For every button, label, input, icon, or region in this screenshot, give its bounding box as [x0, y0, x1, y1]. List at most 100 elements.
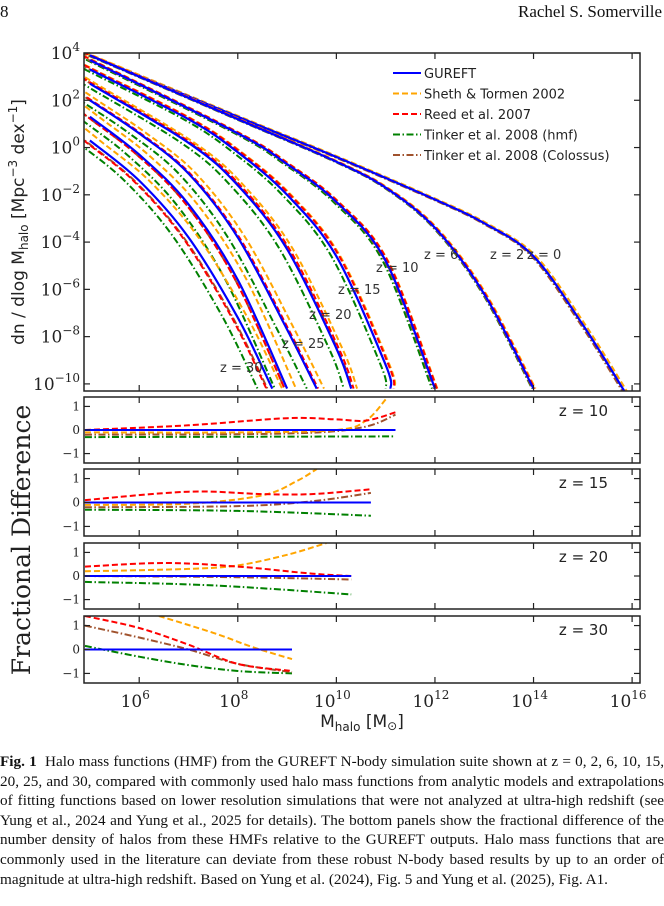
y-tick-label: −1 [62, 593, 80, 607]
legend-entry: Tinker et al. 2008 (hmf) [423, 129, 578, 144]
y-tick-label: 104 [51, 40, 81, 64]
panel-redshift-label: z = 20 [559, 548, 608, 566]
redshift-label: z = 2 [490, 248, 524, 263]
x-tick-label: 1012 [412, 688, 449, 712]
main-y-axis-label: dn / dlog Mhalo [Mpc−3 dex−1] [6, 99, 31, 345]
frac-curve-tinker-et-al-2008-hmf- [84, 580, 352, 596]
x-tick-label: 108 [219, 688, 248, 712]
hmf-curve-sheth-tormen-2002-z30 [84, 126, 284, 390]
fractional-curves [84, 398, 396, 439]
page-number: 8 [0, 2, 9, 21]
x-tick-label: 1016 [610, 688, 647, 712]
frac-curve-tinker-et-al-2008-colossus- [84, 491, 372, 509]
frac-curve-sheth-tormen-2002 [158, 616, 293, 661]
y-tick-label: −1 [62, 666, 80, 680]
hmf-curve-gureft-z6 [89, 59, 437, 390]
fractional-curves [84, 616, 293, 675]
hmf-curve-tinker-et-al-2008-hmf--z30 [84, 146, 259, 390]
fractional-panel-15: 1 0 −1 z = 15 [62, 468, 641, 537]
x-tick-label: 1010 [314, 688, 351, 712]
frac-curve-tinker-et-al-2008-hmf- [84, 435, 396, 439]
x-tick-label: 106 [121, 688, 150, 712]
hmf-curve-sheth-tormen-2002-z15 [84, 75, 359, 389]
hmf-curve-tinker-et-al-2008-colossus--z10 [84, 65, 393, 389]
hmf-curve-gureft-z25 [89, 115, 289, 390]
frac-curve-tinker-et-al-2008-colossus- [84, 624, 293, 674]
hmf-curve-tinker-et-al-2008-hmf--z10 [84, 67, 388, 389]
y-tick-label: 1 [72, 472, 80, 486]
hmf-curve-gureft-z2 [89, 54, 535, 390]
redshift-label: z = 10 [376, 261, 419, 276]
redshift-label: z = 0 [527, 248, 561, 263]
y-tick-label: 0 [72, 496, 80, 510]
y-tick-label: 10−8 [41, 324, 80, 348]
y-tick-label: 0 [72, 423, 80, 437]
frac-curve-sheth-tormen-2002 [84, 543, 327, 573]
hmf-curve-sheth-tormen-2002-z10 [84, 63, 397, 389]
fractional-curves [84, 469, 372, 517]
figure-caption: Fig. 1 Halo mass functions (HMF) from th… [0, 752, 664, 889]
legend-entry: Sheth & Tormen 2002 [424, 88, 565, 103]
hmf-curve-tinker-et-al-2008-hmf--z20 [84, 101, 308, 390]
y-tick-label: −1 [62, 447, 80, 461]
hmf-curve-reed-et-al-2007-z15 [84, 77, 355, 389]
sub-panels: 1 0 −1 z = 10 1 0 −1 z = 15 1 0 −1 z = 20 1 0 −1 z = 30… [62, 396, 647, 712]
hmf-curve-tinker-et-al-2008-hmf--z25 [84, 120, 276, 390]
frac-curve-reed-et-al-2007 [84, 411, 396, 431]
legend-entry: Tinker et al. 2008 (Colossus) [423, 149, 610, 164]
hmf-curve-sheth-tormen-2002-z20 [84, 90, 325, 390]
panel-redshift-label: z = 10 [559, 402, 608, 420]
fractional-panel-30: 1 0 −1 z = 30 [62, 615, 641, 684]
y-tick-label: 10−2 [41, 182, 80, 206]
caption-text: Halo mass functions (HMF) from the GUREF… [0, 753, 664, 888]
frac-curve-reed-et-al-2007 [84, 488, 371, 502]
hmf-curve-tinker-et-al-2008-colossus--z25 [84, 112, 286, 390]
x-axis-label: Mhalo [M⊙] [320, 712, 404, 734]
legend-entry: Reed et al. 2007 [424, 108, 531, 123]
frac-curve-tinker-et-al-2008-hmf- [84, 644, 293, 675]
hmf-curve-reed-et-al-2007-z10 [84, 63, 396, 389]
hmf-curve-gureft-z10 [89, 68, 393, 389]
hmf-curve-gureft-z30 [89, 139, 274, 390]
redshift-label: z = 20 [309, 308, 352, 323]
y-tick-label: 10−4 [41, 229, 81, 253]
x-tick-labels: 106 108 1010 1012 1014 1016 [121, 688, 647, 712]
frac-curve-tinker-et-al-2008-colossus- [84, 413, 396, 436]
frac-curve-tinker-et-al-2008-hmf- [84, 508, 371, 517]
hmf-curve-gureft-z0 [89, 54, 626, 391]
y-tick-label: 1 [72, 619, 80, 633]
hmf-curve-gureft-z20 [89, 99, 318, 390]
y-tick-label: −1 [62, 519, 80, 533]
main-panel-frame [83, 52, 641, 392]
fractional-panel-10: 1 0 −1 z = 10 [62, 396, 641, 464]
redshift-label: z = 25 [282, 337, 325, 352]
frac-curve-reed-et-al-2007 [84, 561, 352, 577]
running-head-author: Rachel S. Somerville [517, 2, 662, 21]
y-tick-label: 1 [72, 545, 80, 559]
y-tick-label: 102 [51, 87, 80, 111]
panel-redshift-label: z = 30 [559, 621, 608, 639]
redshift-label: z = 30 [220, 361, 263, 376]
y-tick-label: 10−6 [41, 276, 80, 300]
hmf-curve-tinker-et-al-2008-hmf--z15 [84, 83, 345, 389]
y-tick-label: 0 [72, 569, 80, 583]
redshift-label: z = 6 [424, 248, 458, 263]
x-tick-label: 1014 [511, 688, 548, 712]
frac-curve-reed-et-al-2007 [84, 616, 293, 672]
redshift-label: z = 15 [338, 283, 381, 298]
hmf-curves [84, 53, 628, 391]
fractional-curves [84, 543, 352, 596]
legend-entry: GUREFT [424, 67, 476, 82]
caption-label: Fig. 1 [0, 753, 37, 770]
hmf-curve-reed-et-al-2007-z30 [84, 139, 268, 390]
y-tick-label: 1 [72, 399, 80, 413]
panel-redshift-label: z = 15 [559, 474, 608, 492]
fractional-panel-20: 1 0 −1 z = 20 [62, 542, 641, 610]
frac-curve-sheth-tormen-2002 [84, 398, 387, 434]
legend: GUREFT Sheth & Tormen 2002 Reed et al. 200… [393, 67, 610, 164]
y-tick-label: 10−10 [33, 371, 80, 395]
fractional-difference-label: Fractional Difference [7, 405, 36, 675]
frac-curve-sheth-tormen-2002 [84, 469, 318, 506]
